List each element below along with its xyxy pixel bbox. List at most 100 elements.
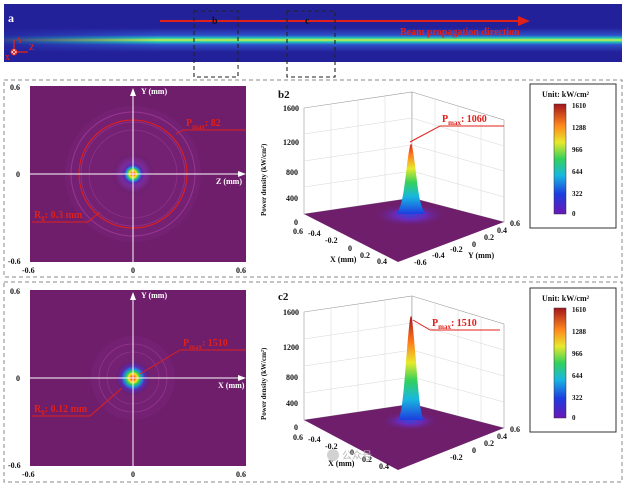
c1-tick: 0 xyxy=(16,374,20,383)
b2-floor-halo xyxy=(372,203,448,227)
b1-label: b1 xyxy=(8,88,20,100)
c2-ytick: 0.2 xyxy=(484,439,494,448)
b2-ytick: 0.4 xyxy=(497,226,507,235)
c1-tick: -0.6 xyxy=(22,470,35,479)
c2-ztick: 0 xyxy=(294,423,298,432)
c2-xtick: 0.6 xyxy=(293,433,303,442)
c2-xlabel: X (mm) xyxy=(328,459,355,468)
b1-tick: -0.6 xyxy=(8,257,21,266)
b1-radius: R0: 0.3 mm xyxy=(34,210,83,223)
b2-xtick: -0.2 xyxy=(325,236,338,245)
watermark: 公众号 xyxy=(342,450,372,462)
box-c-label: c xyxy=(305,16,310,27)
b2-ytick: 0.6 xyxy=(510,219,520,228)
b2-ztick: 400 xyxy=(286,194,298,203)
b1-tick: 0 xyxy=(131,266,135,275)
c2-zlabel: Power density (kW/cm²) xyxy=(260,347,268,420)
b2-xtick: 0.2 xyxy=(360,251,370,260)
b2-xlabel: X (mm) xyxy=(330,255,357,264)
row-c-frame xyxy=(3,281,623,483)
c1-radius: R0: 0.12 mm xyxy=(34,404,88,417)
axis-x-label: X xyxy=(5,54,10,62)
box-b xyxy=(193,10,239,78)
c2-ytick: 0 xyxy=(472,446,476,455)
c2-ytick: 0.4 xyxy=(497,432,507,441)
c2-pmax: Pmax: 1510 xyxy=(432,318,477,331)
c2-ytick: -0.2 xyxy=(450,453,463,462)
b2-ztick: 0 xyxy=(294,218,298,227)
c2-peak xyxy=(398,316,424,420)
c1-tick: -0.6 xyxy=(8,461,21,470)
colorbar-c-tick: 644 xyxy=(572,372,583,380)
colorbar-b-tick: 1610 xyxy=(572,102,587,110)
direction-text: Beam propagation direction xyxy=(400,27,520,38)
b2-ztick: 1600 xyxy=(283,104,299,113)
c2-floor xyxy=(304,404,504,470)
colorbar-b-scale xyxy=(553,103,567,215)
b2-label: b2 xyxy=(278,89,290,101)
c2-xtick: 0 xyxy=(350,448,354,457)
coordinate-icon: Y Z X xyxy=(5,36,34,62)
panel-a-label: a xyxy=(8,11,14,25)
colorbar-c-tick: 966 xyxy=(572,350,583,358)
c2-ztick: 1600 xyxy=(283,308,299,317)
b1-tick: -0.6 xyxy=(22,266,35,275)
beam-fade xyxy=(4,4,622,62)
panel-c2: c2 Pmax: 1510 1600 1200 800 400 0 Power … xyxy=(260,291,520,471)
b2-xtick: 0.4 xyxy=(377,257,387,266)
dist-c: 300 mm xyxy=(292,63,327,74)
c2-xtick: 0.4 xyxy=(379,462,389,471)
row-b-frame xyxy=(3,79,623,278)
b2-ytick: 0.2 xyxy=(484,233,494,242)
b2-ytick: -0.4 xyxy=(432,251,445,260)
panel-a: a Y Z X Beam propagation direction b c 2… xyxy=(4,4,622,78)
c1-pmax: Pmax: 1510 xyxy=(183,338,228,351)
direction-arrow-head xyxy=(518,16,530,26)
colorbar-c-title: Unit: kW/cm² xyxy=(542,294,590,303)
b2-ytick: 0 xyxy=(472,240,476,249)
c1-label: c1 xyxy=(8,291,18,303)
b1-z-axis: Z (mm) xyxy=(216,177,242,186)
colorbar-b: Unit: kW/cm² 1610 1288 966 644 322 0 xyxy=(529,83,617,229)
panel-b2: b2 Pmax: 1060 1600 1200 800 400 0 Power … xyxy=(260,89,520,267)
colorbar-c-tick: 0 xyxy=(572,414,576,422)
b1-tick: 0.6 xyxy=(236,266,246,275)
c2-ztick: 400 xyxy=(286,399,298,408)
c2-xtick: -0.2 xyxy=(325,442,338,451)
colorbar-b-title: Unit: kW/cm² xyxy=(542,90,590,99)
c2-ztick: 800 xyxy=(286,373,298,382)
c1-x-axis: X (mm) xyxy=(218,381,245,390)
colorbar-b-tick: 322 xyxy=(572,190,583,198)
c2-label: c2 xyxy=(278,291,289,303)
b1-y-axis: Y (mm) xyxy=(141,87,167,96)
colorbar-c: Unit: kW/cm² 1610 1288 966 644 322 0 xyxy=(529,287,617,433)
colorbar-c-tick: 1610 xyxy=(572,306,587,314)
b2-ztick: 1200 xyxy=(283,138,299,147)
axis-y-label: Y xyxy=(17,36,23,45)
c1-tick: 0 xyxy=(131,470,135,479)
colorbar-c-tick: 1288 xyxy=(572,328,587,336)
c2-ztick: 1200 xyxy=(283,343,299,352)
colorbar-c-tick: 322 xyxy=(572,394,583,402)
b2-pmax: Pmax: 1060 xyxy=(442,114,487,127)
colorbar-b-tick: 0 xyxy=(572,210,576,218)
c1-tick: 0.6 xyxy=(10,287,20,296)
c2-ytick: 0.6 xyxy=(510,425,520,434)
colorbar-b-frame xyxy=(529,83,617,229)
b2-xtick: 0.6 xyxy=(293,227,303,236)
watermark-icon xyxy=(327,449,339,461)
panel-b1: b1 Y (mm) Z (mm) Pmax: 82 R0: 0.3 mm 0.6… xyxy=(8,83,246,275)
colorbar-b-tick: 966 xyxy=(572,146,583,154)
b1-pmax: Pmax: 82 xyxy=(186,118,221,131)
colorbar-c-frame xyxy=(529,287,617,433)
c2-xtick: -0.4 xyxy=(308,435,321,444)
b2-ytick: -0.6 xyxy=(414,258,427,267)
b2-floor xyxy=(304,198,504,262)
b2-peak xyxy=(396,144,426,214)
b2-ytick: -0.2 xyxy=(450,245,463,254)
c2-floor-halo xyxy=(380,411,440,431)
dist-b: 297 mm xyxy=(204,63,239,74)
b2-xtick: -0.4 xyxy=(308,229,321,238)
colorbar-c-scale xyxy=(553,307,567,419)
